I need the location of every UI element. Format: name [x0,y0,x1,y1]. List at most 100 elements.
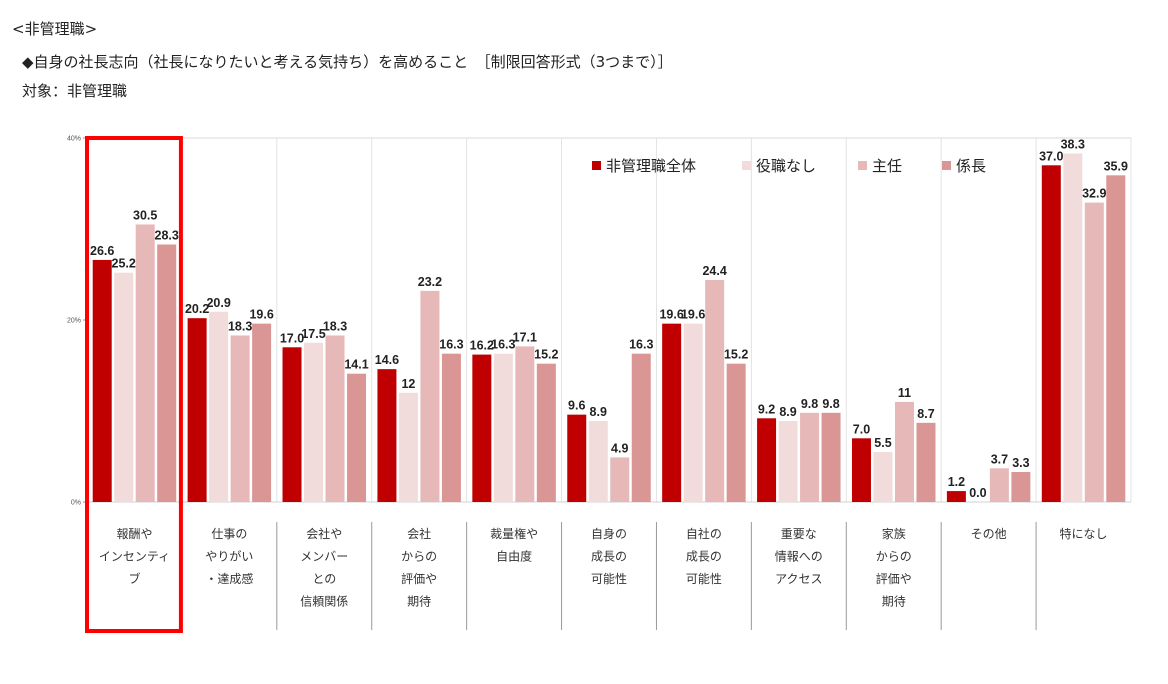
bar [325,335,345,502]
data-label: 28.3 [155,228,179,242]
data-label: 19.6 [659,308,683,322]
data-labels: 26.6 20.2 17.0 14.6 16.2 9.6 19.6 9.2 7.0 1.2 37.0… [90,137,1128,500]
legend-swatch [592,161,601,170]
bar [377,369,397,502]
data-label: 24.4 [702,264,726,278]
bar [304,342,324,502]
data-label: 16.2 [470,339,494,353]
y-tick-label: 20% [67,318,81,325]
bar [1063,153,1083,502]
bar [420,290,440,502]
bar [187,318,207,502]
data-label: 14.1 [344,358,368,372]
data-label: 1.2 [948,475,965,489]
bar [683,323,703,502]
bar [472,354,492,502]
data-label: 23.2 [418,275,442,289]
bar [588,421,608,502]
bar [705,279,725,502]
category-label: 重要な情報へのアクセス [775,527,823,586]
data-label: 9.6 [568,399,585,413]
data-label: 3.3 [1012,456,1029,470]
y-tick-label: 40% [67,136,81,143]
data-label: 20.9 [206,296,230,310]
data-label: 18.3 [323,319,347,333]
data-label: 7.0 [853,422,870,436]
category-label: 報酬やインセンティブ [99,527,170,586]
bar [209,311,229,502]
data-label: 30.5 [133,208,157,222]
data-label: 18.3 [228,319,252,333]
bar [873,451,893,502]
bar [252,323,272,502]
legend-label: 非管理職全体 [606,157,696,175]
legend: 非管理職全体 役職なし 主任 係長 [592,157,986,175]
data-label: 32.9 [1082,187,1106,201]
bar [1011,471,1031,502]
bar [946,491,966,502]
bar [610,457,630,502]
category-label: 裁量権や自由度 [490,526,538,564]
category-label: 自社の成長の可能性 [686,526,722,586]
bar [135,224,155,502]
bar [230,335,250,502]
data-label: 5.5 [874,436,891,450]
highlight-layer [85,136,183,633]
category-label: 家族からの評価や期待 [876,526,912,609]
data-label: 8.9 [779,405,796,419]
bar-series [92,153,1126,503]
bar [989,468,1009,502]
data-label: 14.6 [375,353,399,367]
data-label: 16.3 [629,338,653,352]
data-label: 16.3 [439,338,463,352]
bar [114,272,134,502]
bar [536,363,556,502]
highlight-box [85,136,183,633]
data-label: 17.0 [280,331,304,345]
bar [1106,175,1126,502]
category-label: 会社やメンバーとの信頼関係 [300,526,348,609]
target-label: 対象：非管理職 [22,82,128,100]
bar [567,414,587,502]
category-label: 自身の成長の可能性 [591,526,627,586]
bar [778,421,798,502]
data-label: 16.3 [491,338,515,352]
data-label: 20.2 [185,302,209,316]
legend-swatch [858,161,867,170]
data-label: 19.6 [249,308,273,322]
bar [726,363,746,502]
data-label: 25.2 [112,257,136,271]
y-tick-label: 0% [71,500,81,507]
bar [157,244,177,502]
category-label: 特になし [1060,526,1108,541]
bar [92,259,112,502]
legend-swatch [942,161,951,170]
bar [757,418,777,502]
section-title: <非管理職> [12,20,98,38]
data-label: 11 [898,386,911,400]
data-label: 4.9 [611,441,628,455]
data-label: 17.5 [301,327,325,341]
bar [398,392,418,502]
category-label: 仕事のやりがい・達成感 [205,527,253,586]
data-label: 9.8 [822,397,839,411]
bar [662,323,682,502]
bar [347,373,367,502]
bar [916,422,936,502]
question-title: ◆自身の社長志向（社長になりたいと考える気持ち）を高めること ［制限回答形式（3… [22,53,673,71]
bar [800,412,820,502]
bar [821,412,841,502]
bar [1041,165,1061,503]
data-label: 37.0 [1039,149,1063,163]
data-label: 15.2 [534,348,558,362]
category-label: その他 [971,527,1007,541]
y-axis: 0% 20% 40% [67,136,87,507]
bar [894,401,914,502]
bar [851,438,871,502]
legend-swatch [742,161,751,170]
data-label: 38.3 [1061,137,1085,151]
bar [282,347,302,502]
bar [493,353,513,502]
